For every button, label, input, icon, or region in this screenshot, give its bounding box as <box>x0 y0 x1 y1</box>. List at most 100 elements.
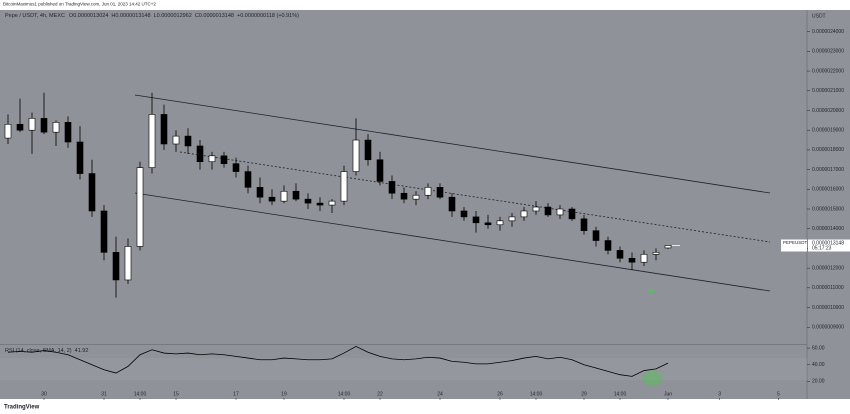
y-tick-label: 0.0000022000 <box>812 68 844 74</box>
x-tick-label: 14:00 <box>614 391 627 397</box>
candle-body <box>16 123 24 131</box>
candle-body <box>592 230 600 241</box>
candle-body <box>88 173 96 212</box>
candle-body <box>364 139 372 161</box>
candle-body <box>616 250 624 259</box>
x-tick-label: 17 <box>233 391 239 397</box>
ohlc-key: H <box>111 13 115 19</box>
y-tick-label: 0.0000009000 <box>812 325 844 331</box>
candle-body <box>484 222 492 226</box>
rsi-tick-label: 40.00 <box>812 362 825 368</box>
signal-arrow <box>647 289 655 293</box>
candle-body <box>496 220 504 226</box>
y-tick-label: 0.0000011000 <box>812 285 844 291</box>
y-tick-label: 0.0000019000 <box>812 128 844 134</box>
candle-body <box>160 114 168 145</box>
x-tick-label: 22 <box>377 391 383 397</box>
candle-body <box>604 240 612 251</box>
candle-body <box>112 252 120 281</box>
axis-unit: USDT <box>812 13 826 19</box>
x-tick-label: 15 <box>173 391 179 397</box>
candle-body <box>124 246 132 281</box>
rsi-band <box>0 358 807 380</box>
x-tick-label: 24 <box>437 391 443 397</box>
candle-body <box>424 187 432 196</box>
candle-body <box>544 206 552 216</box>
candle-body <box>400 192 408 200</box>
candle-body <box>580 218 588 231</box>
ohlc-value: 0.0000013148 <box>115 13 150 19</box>
candle-body <box>556 208 564 216</box>
channel-upper <box>134 94 771 194</box>
candle-body <box>628 257 636 263</box>
countdown: 05:17:23 <box>812 246 832 252</box>
y-tick-label: 0.0000016000 <box>812 187 844 193</box>
candle-body <box>28 118 36 131</box>
x-tick-label: 14:00 <box>338 391 351 397</box>
candle-body <box>292 190 300 200</box>
rsi-tick-label: 60.00 <box>812 345 825 351</box>
candle-body <box>352 139 360 172</box>
y-tick-label: 0.0000015000 <box>812 206 844 212</box>
candle-body <box>64 122 72 143</box>
x-tick-label: 3 <box>718 391 721 397</box>
candle-body <box>244 171 252 188</box>
ohlc-key: O <box>69 13 74 19</box>
last-price-label: 0.0000013148 <box>812 240 844 246</box>
rsi-tick-label: 20.00 <box>812 379 825 385</box>
footer-logo: TradingView <box>4 405 40 411</box>
candle-body <box>76 141 84 174</box>
candle-body <box>412 194 420 200</box>
x-tick-label: 30 <box>41 391 47 397</box>
candle-body <box>328 200 336 206</box>
candle-body <box>472 216 480 224</box>
publish-note: BitcoinMaximus1 published on TradingView… <box>3 2 156 7</box>
candle-body <box>220 155 228 164</box>
candle-body <box>448 196 456 212</box>
candle-body <box>316 202 324 206</box>
candle-body <box>436 187 444 198</box>
candle-body <box>184 135 192 147</box>
x-tick-label: 5 <box>777 391 780 397</box>
candle-body <box>568 208 576 220</box>
ohlc-key: L <box>154 13 157 19</box>
rsi-line <box>7 345 669 377</box>
candle-body <box>52 122 60 133</box>
channel-lower <box>134 192 771 292</box>
x-tick-label: 14:00 <box>134 391 147 397</box>
x-tick-label: Jun <box>664 391 672 397</box>
y-tick-label: 0.0000014000 <box>812 226 844 232</box>
candle-body <box>532 206 540 212</box>
candle-body <box>376 159 384 182</box>
candle-body <box>232 163 240 172</box>
legend: Pepe / USDT, 4h, MEXC O0.0000013024 H0.000… <box>5 13 299 19</box>
symbol-title: Pepe / USDT, 4h, MEXC <box>5 13 65 19</box>
candle-body <box>460 210 468 218</box>
rsi-last: 41.92 <box>75 348 89 354</box>
candle-body <box>652 252 660 255</box>
rsi-highlight <box>642 370 662 386</box>
candle-body <box>508 216 516 222</box>
candle-body <box>148 114 156 168</box>
ohlc-value: 0.0000013024 <box>73 13 108 19</box>
x-tick-label: 19 <box>281 391 287 397</box>
candle-body <box>664 245 672 249</box>
last-price-box <box>781 239 807 252</box>
candle-body <box>100 210 108 253</box>
candle-body <box>520 210 528 218</box>
y-tick-label: 0.0000012000 <box>812 265 844 271</box>
y-tick-label: 0.0000017000 <box>812 167 844 173</box>
channel-mid <box>179 151 771 243</box>
candle-body <box>40 118 48 133</box>
candle-body <box>280 190 288 202</box>
y-tick-label: 0.0000020000 <box>812 108 844 114</box>
candle-body <box>136 167 144 247</box>
candle-body <box>340 171 348 202</box>
candle-body <box>640 254 648 263</box>
candle-body <box>172 135 180 145</box>
ohlc-key: C <box>195 13 199 19</box>
y-tick-label: 0.0000023000 <box>812 49 844 55</box>
last-price-symbol: PEPEUSDT <box>783 240 808 245</box>
candle-body <box>388 181 396 194</box>
